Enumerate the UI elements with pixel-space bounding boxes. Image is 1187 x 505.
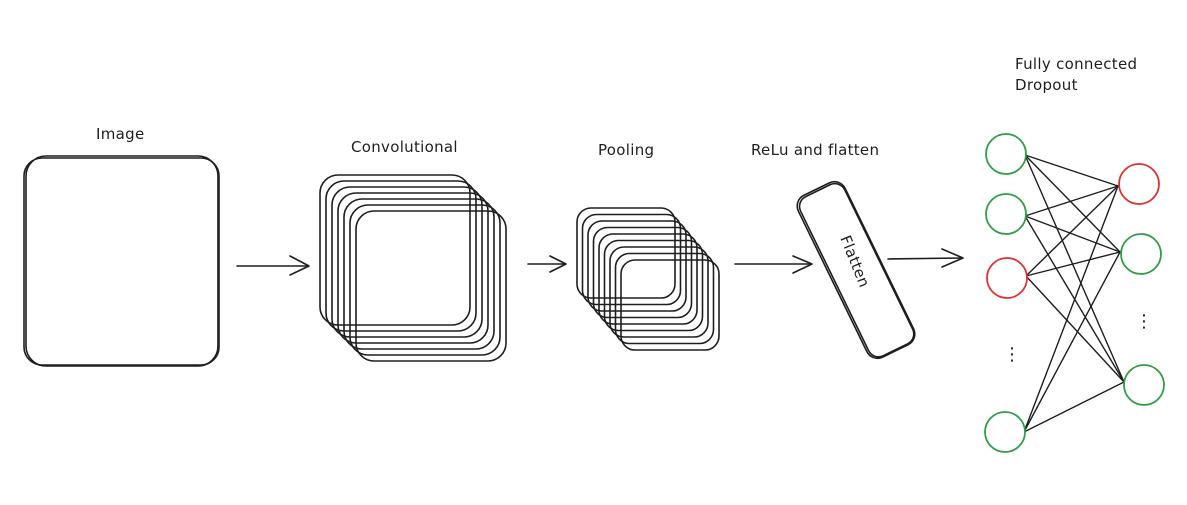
input-ellipsis: ⋮	[1003, 344, 1021, 365]
fc-connections	[1023, 154, 1125, 433]
pooling-feature-maps	[576, 207, 720, 351]
input-neuron-1	[985, 133, 1027, 175]
relu-flatten-label: ReLu and flatten	[751, 141, 879, 159]
input-neuron-4	[984, 411, 1026, 453]
conv-map-7	[355, 210, 507, 362]
pool-map-8	[614, 252, 715, 345]
fc-input-layer	[984, 133, 1028, 453]
pool-map-7	[609, 246, 709, 338]
arrow-conv-to-pool	[527, 255, 567, 273]
arrow-flatten-to-fc	[887, 248, 964, 268]
pool-map-9	[620, 259, 720, 351]
image-label: Image	[96, 125, 144, 143]
conv-map-1	[319, 174, 471, 326]
conv-map-4	[337, 192, 489, 344]
pool-map-4	[592, 226, 693, 319]
fc-output-layer	[1118, 163, 1165, 406]
pool-map-5	[598, 233, 698, 325]
output-neuron-1-dropped	[1118, 163, 1160, 205]
pool-map-3	[587, 220, 687, 312]
dropout-label: Dropout	[1015, 76, 1078, 94]
image-block	[23, 155, 220, 367]
output-neuron-3	[1123, 364, 1165, 406]
convolutional-label: Convolutional	[351, 138, 458, 156]
pool-map-6	[603, 239, 704, 332]
fully-connected-label: Fully connected	[1015, 55, 1137, 73]
conv-map-3	[331, 186, 483, 338]
conv-map-5	[343, 198, 495, 350]
flatten-box-label: Flatten	[836, 233, 873, 290]
output-ellipsis: ⋮	[1135, 311, 1153, 332]
pooling-label: Pooling	[598, 141, 654, 159]
input-neuron-3-dropped	[986, 257, 1028, 299]
input-neuron-2	[985, 193, 1027, 235]
flatten-block	[796, 180, 916, 360]
conv-map-6	[349, 204, 501, 356]
arrow-pool-to-flatten	[734, 255, 813, 274]
output-neuron-2	[1120, 233, 1162, 275]
conv-map-2	[325, 180, 477, 332]
convolutional-feature-maps	[319, 174, 507, 362]
arrow-image-to-conv	[236, 255, 310, 276]
